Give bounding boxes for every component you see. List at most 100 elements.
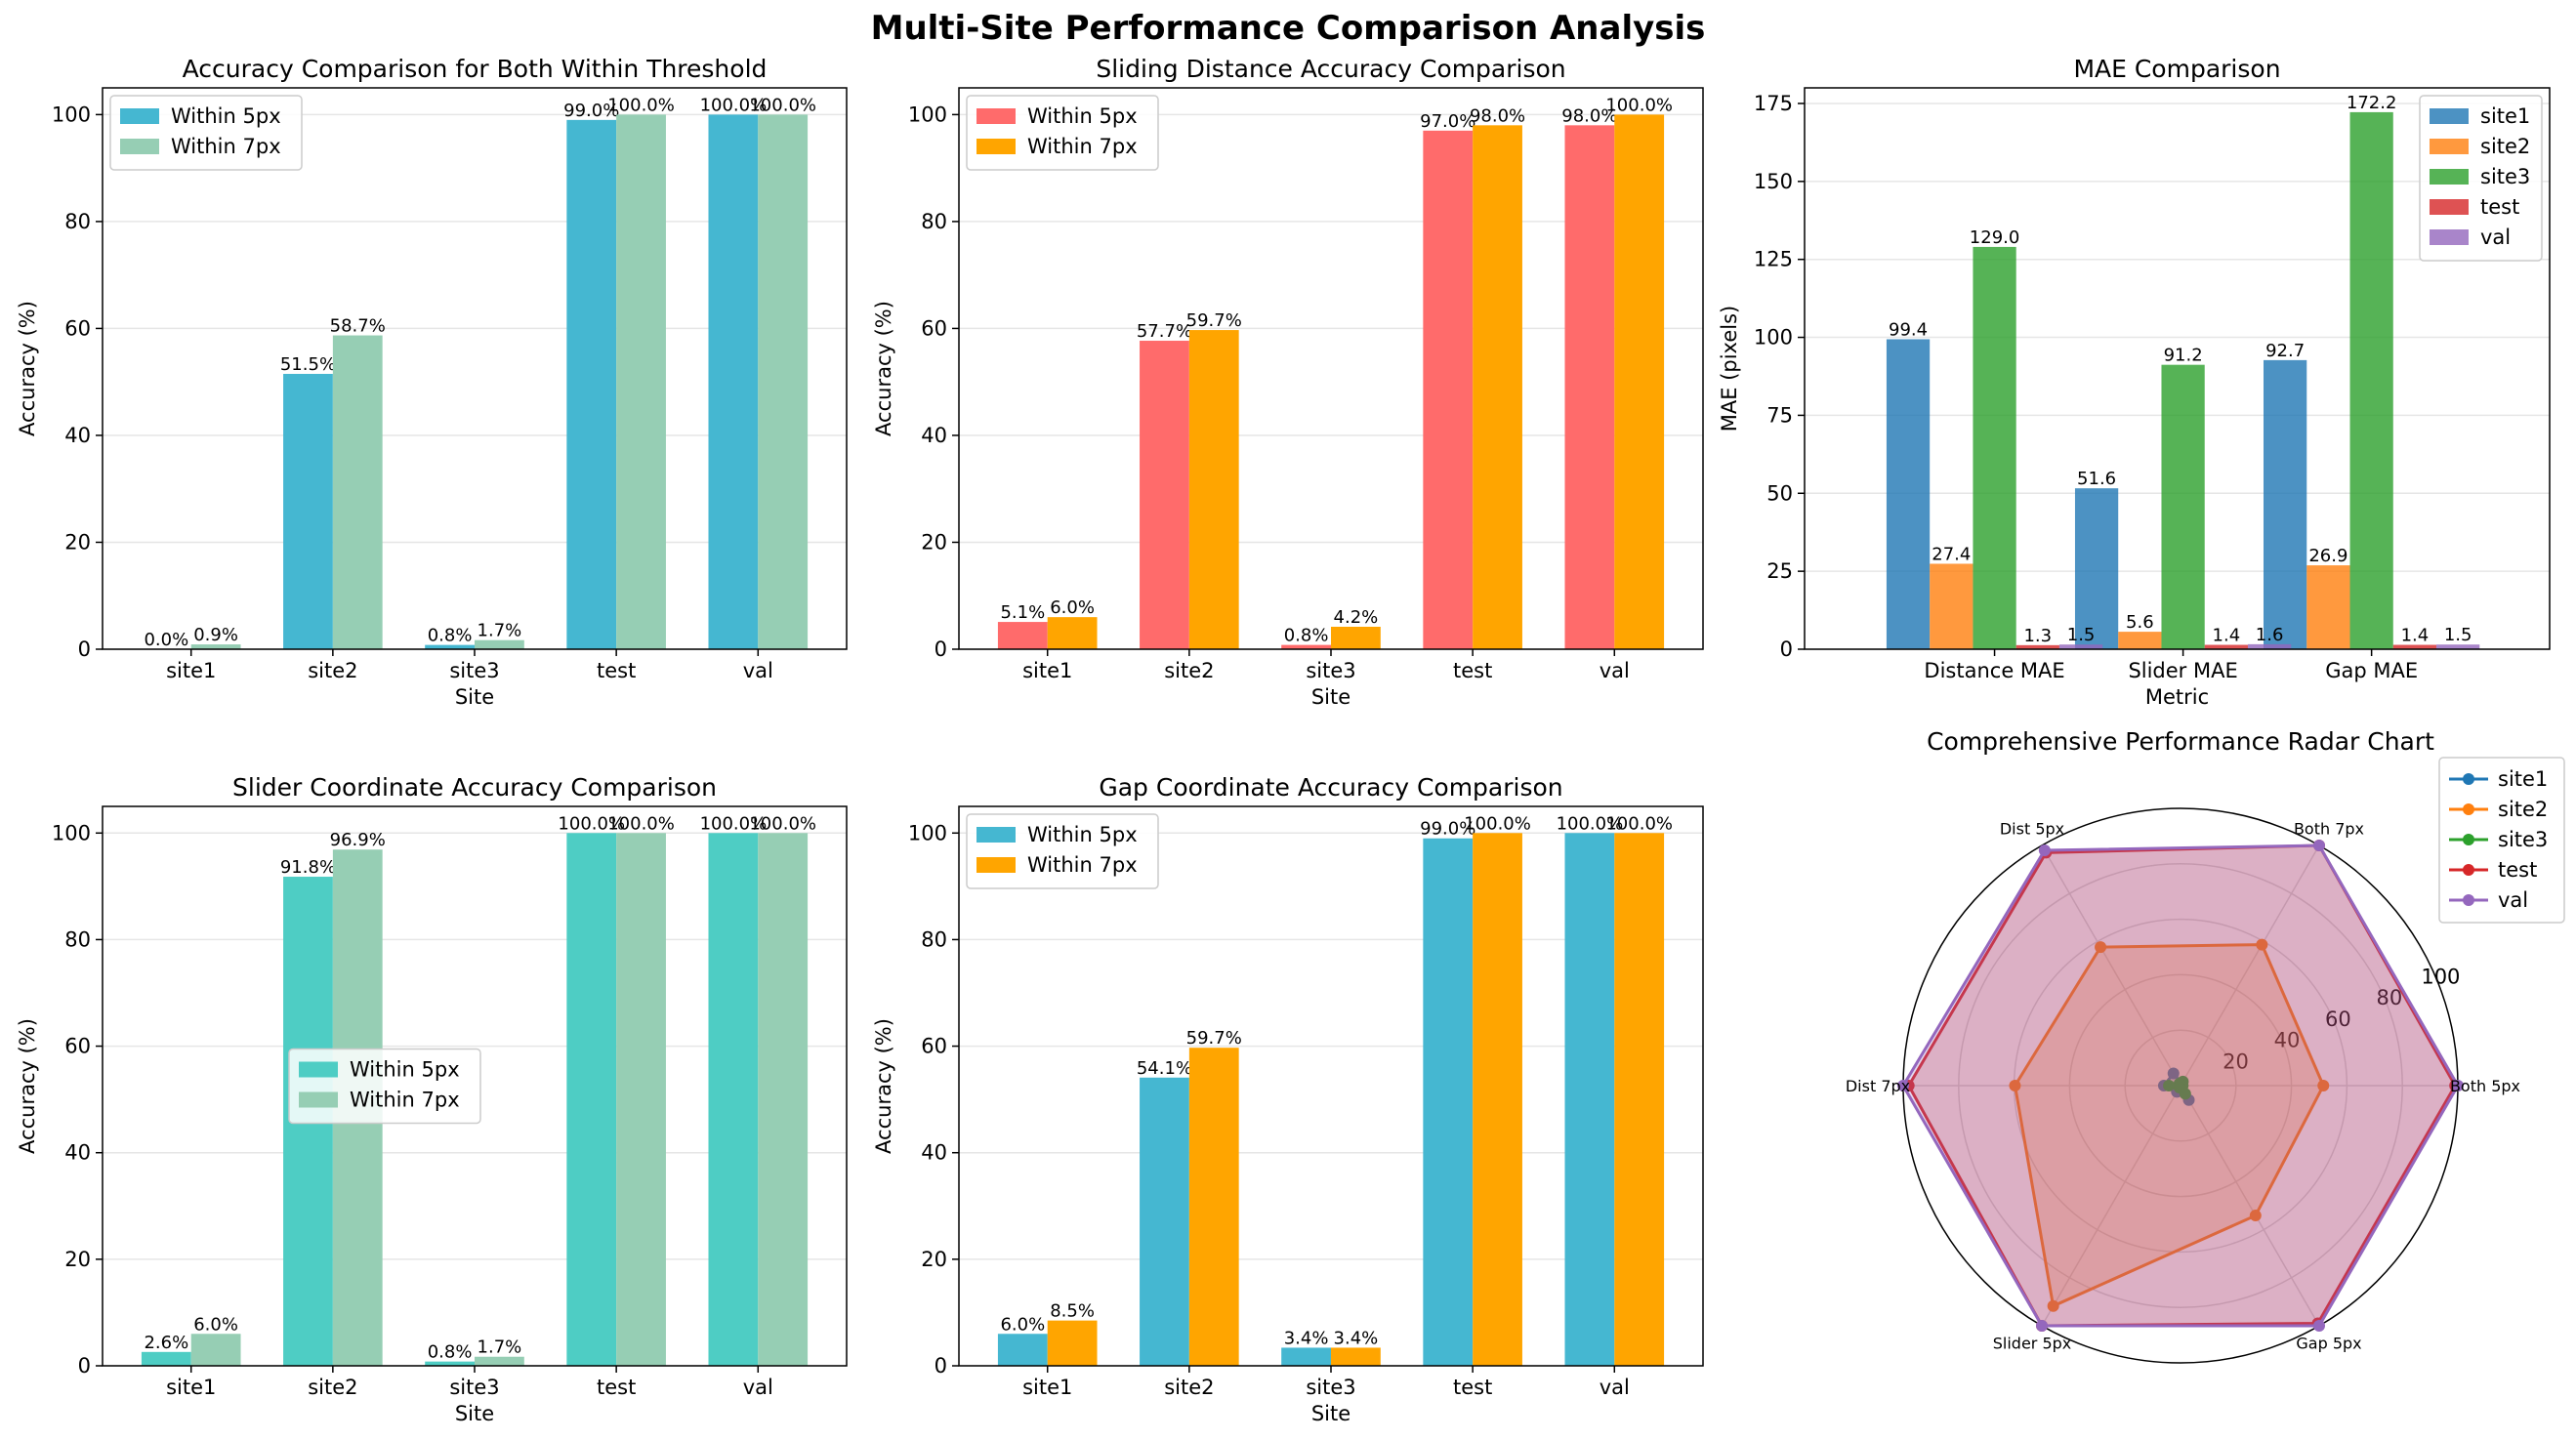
y-tick-label: 100 bbox=[908, 821, 947, 844]
data-label: 0.0% bbox=[144, 630, 188, 650]
y-axis-label: MAE (pixels) bbox=[1718, 306, 1741, 432]
bar-within-7px-4 bbox=[758, 114, 809, 649]
data-label: 172.2 bbox=[2347, 93, 2397, 113]
bar-within-7px-3 bbox=[1473, 125, 1522, 650]
data-label: 5.6 bbox=[2126, 612, 2154, 633]
legend-swatch bbox=[299, 1061, 338, 1078]
data-label: 98.0% bbox=[1470, 105, 1525, 126]
x-axis-label: Site bbox=[455, 685, 494, 709]
legend-label: Within 7px bbox=[1027, 135, 1138, 158]
y-axis-label: Accuracy (%) bbox=[872, 301, 895, 436]
x-tick-label: val bbox=[743, 1376, 773, 1399]
bar-within-5px-1 bbox=[283, 373, 333, 649]
chart-title: Comprehensive Performance Radar Chart bbox=[1927, 727, 2434, 756]
radar-r-tick: 40 bbox=[2274, 1029, 2301, 1052]
data-label: 58.7% bbox=[330, 316, 386, 337]
data-label: 4.2% bbox=[1334, 607, 1379, 628]
bar-within-5px-4 bbox=[1564, 125, 1615, 650]
y-tick-label: 100 bbox=[1754, 326, 1793, 350]
x-tick-label: site2 bbox=[308, 659, 357, 682]
bar-within-7px-0 bbox=[190, 1334, 241, 1366]
radar-point-site2 bbox=[2249, 1210, 2262, 1222]
legend-label: Within 7px bbox=[350, 1089, 460, 1112]
legend-swatch bbox=[976, 857, 1016, 873]
legend-marker bbox=[2463, 864, 2474, 876]
axes-frame bbox=[1804, 87, 2551, 650]
data-label: 2.6% bbox=[144, 1333, 188, 1353]
y-tick-label: 40 bbox=[921, 424, 947, 447]
legend-swatch bbox=[120, 108, 159, 124]
radar-axis-label: Slider 5px bbox=[1993, 1334, 2072, 1352]
legend: site1 site2 site3 test val bbox=[2419, 95, 2543, 262]
radar-spoke bbox=[2180, 844, 2320, 1087]
radar-axis-label: Dist 7px bbox=[1846, 1077, 1910, 1095]
radar-point-val bbox=[2313, 1319, 2325, 1332]
y-tick-label: 80 bbox=[921, 210, 947, 233]
y-tick-label: 150 bbox=[1754, 170, 1793, 193]
y-tick-label: 0 bbox=[1780, 638, 1793, 661]
legend-marker bbox=[2463, 773, 2474, 785]
bar-within-7px-4 bbox=[1614, 114, 1665, 649]
legend: Within 5px Within 7px bbox=[109, 95, 303, 171]
x-tick-label: site3 bbox=[1306, 659, 1355, 682]
x-tick-label: val bbox=[1600, 659, 1630, 682]
chart-panel-6: 20 40 60 80 100 Both 5px Both 7px Dist 5px Dist … bbox=[1846, 727, 2565, 1364]
x-tick-label: test bbox=[597, 659, 636, 682]
chart-title: Gap Coordinate Accuracy Comparison bbox=[1099, 773, 1562, 802]
radar-point-site2 bbox=[2009, 1080, 2021, 1091]
legend-swatch bbox=[2430, 169, 2469, 185]
bar-site1-0 bbox=[1886, 339, 1931, 649]
legend-label: site1 bbox=[2480, 104, 2530, 128]
axes-frame bbox=[958, 805, 1704, 1367]
bar-within-7px-2 bbox=[475, 639, 524, 649]
radar-point-val bbox=[2038, 843, 2051, 856]
x-tick-label: val bbox=[1600, 1376, 1630, 1399]
chart-panel-3: 0 25 50 75 100 125 150 175 99.4 51.6 92.7 27.4 5.6 26… bbox=[1718, 55, 2551, 709]
bar-within-5px-1 bbox=[1140, 341, 1189, 649]
bar-within-7px-2 bbox=[475, 1356, 524, 1366]
y-tick-label: 20 bbox=[64, 530, 91, 554]
data-label: 100.0% bbox=[607, 95, 675, 115]
x-tick-label: site1 bbox=[1022, 659, 1072, 682]
legend-box bbox=[2438, 757, 2565, 924]
bar-within-7px-2 bbox=[1331, 1347, 1381, 1366]
radar-spoke bbox=[2041, 844, 2181, 1087]
bar-within-5px-0 bbox=[997, 1334, 1048, 1366]
y-axis-label: Accuracy (%) bbox=[16, 301, 39, 436]
bar-within-5px-4 bbox=[1564, 833, 1615, 1366]
legend: Within 5px Within 7px bbox=[288, 1048, 481, 1125]
data-label: 8.5% bbox=[1050, 1301, 1095, 1322]
y-tick-label: 25 bbox=[1766, 559, 1793, 583]
radar-r-tick: 20 bbox=[2223, 1049, 2249, 1073]
bar-within-7px-3 bbox=[616, 114, 666, 649]
bar-site2-1 bbox=[2118, 632, 2162, 649]
data-label: 91.2 bbox=[2164, 346, 2203, 366]
legend-label: site2 bbox=[2480, 135, 2530, 158]
y-tick-label: 20 bbox=[64, 1248, 91, 1271]
figure-title: Multi-Site Performance Comparison Analys… bbox=[871, 9, 1706, 48]
bar-site2-2 bbox=[2306, 565, 2350, 649]
data-label: 97.0% bbox=[1420, 111, 1475, 132]
y-tick-label: 80 bbox=[64, 927, 91, 951]
x-tick-label: site3 bbox=[449, 1376, 499, 1399]
x-tick-label: test bbox=[1453, 1376, 1492, 1399]
data-label: 3.4% bbox=[1334, 1328, 1379, 1348]
y-axis-label: Accuracy (%) bbox=[872, 1018, 895, 1154]
bar-within-5px-3 bbox=[566, 119, 617, 650]
x-tick-label: test bbox=[597, 1376, 636, 1399]
bar-within-5px-3 bbox=[566, 833, 617, 1366]
data-label: 100.0% bbox=[1557, 813, 1624, 834]
legend-swatch bbox=[2430, 139, 2469, 154]
bar-within-5px-0 bbox=[141, 1351, 191, 1366]
bar-within-7px-1 bbox=[332, 335, 383, 649]
data-label: 6.0% bbox=[1050, 597, 1095, 618]
radar-axis-label: Both 5px bbox=[2450, 1077, 2520, 1095]
data-label: 59.7% bbox=[1186, 310, 1242, 331]
bar-within-5px-2 bbox=[1281, 1347, 1331, 1366]
data-label: 1.7% bbox=[478, 621, 522, 641]
x-tick-label: site1 bbox=[166, 1376, 216, 1399]
data-label: 3.4% bbox=[1284, 1328, 1329, 1348]
legend: Within 5px Within 7px bbox=[966, 813, 1159, 889]
